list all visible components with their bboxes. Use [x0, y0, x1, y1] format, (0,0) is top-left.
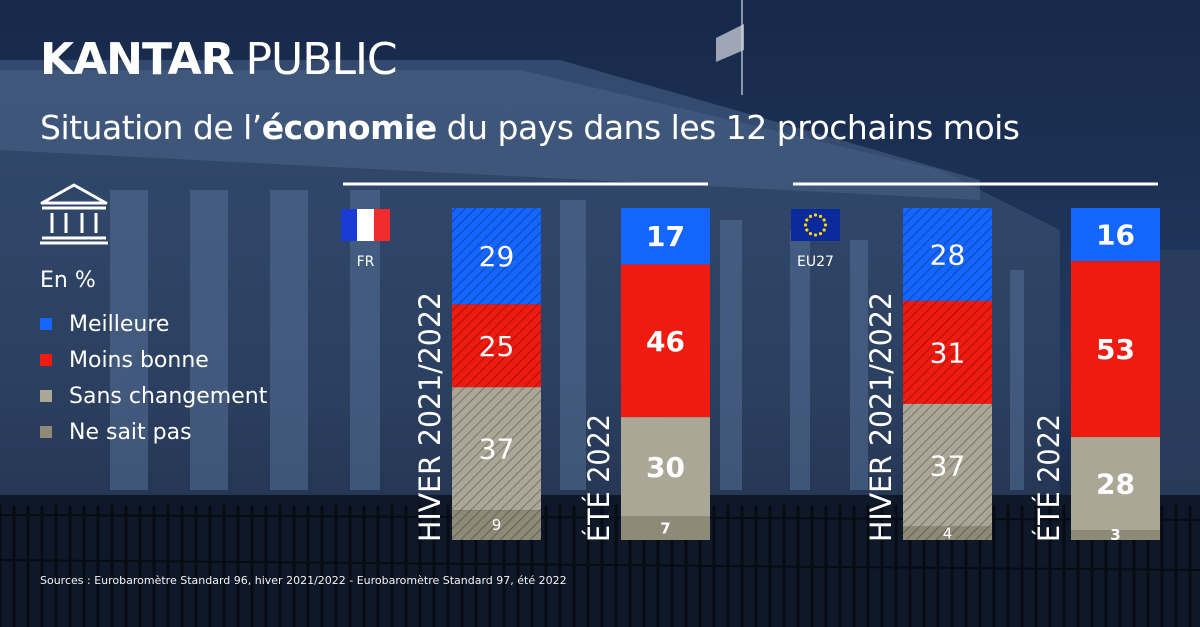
legend-swatch-meilleure	[40, 318, 52, 330]
data-label-meilleure: 16	[1096, 219, 1135, 252]
title-bold: économie	[261, 108, 437, 147]
bar-segment-moins-bonne	[1071, 261, 1160, 438]
flag-eu-star	[803, 223, 808, 227]
period-label: HIVER 2021/2022	[864, 292, 898, 542]
legend-item-moins-bonne: Moins bonne	[40, 342, 267, 378]
legend-item-meilleure: Meilleure	[40, 306, 267, 342]
data-label-moins-bonne: 31	[930, 336, 966, 369]
legend-item-ne-sait-pas: Ne sait pas	[40, 414, 267, 450]
brand-logo: KANTAR PUBLIC	[40, 34, 398, 85]
period-label: HIVER 2021/2022	[413, 292, 447, 542]
bar-segment-ne-sait-pas	[621, 516, 710, 540]
flag-eu-star	[818, 232, 823, 236]
page-title: Situation de l’économie du pays dans les…	[40, 108, 1020, 147]
legend-item-sans-changement: Sans changement	[40, 378, 267, 414]
bar-segment-hatch	[452, 387, 541, 511]
bar-segment-moins-bonne	[621, 264, 710, 418]
data-label-meilleure: 28	[930, 238, 966, 271]
data-label-moins-bonne: 53	[1096, 333, 1135, 366]
legend-label-meilleure: Meilleure	[69, 311, 170, 337]
flag-eu-star	[823, 223, 828, 227]
bar-segment-hatch	[452, 304, 541, 388]
legend-label-ne-sait-pas: Ne sait pas	[69, 419, 192, 445]
data-label-sans-changement: 37	[930, 449, 966, 482]
title-before: Situation de l’	[40, 108, 262, 147]
flag-eu-star	[808, 232, 813, 236]
period-label: ÉTÉ 2022	[582, 414, 616, 542]
data-label-sans-changement: 37	[479, 433, 515, 466]
sources-note: Sources : Eurobaromètre Standard 96, hiv…	[40, 574, 567, 587]
data-label-ne-sait-pas: 7	[660, 519, 670, 537]
bar-segment-hatch	[903, 526, 992, 540]
bar-segment-hatch	[452, 510, 541, 540]
bar-segment-sans-changement	[1071, 437, 1160, 531]
flag-eu-star	[805, 218, 809, 222]
data-label-ne-sait-pas: 4	[943, 524, 953, 542]
flag-france-red	[374, 209, 390, 241]
legend: Meilleure Moins bonne Sans changement Ne…	[40, 306, 267, 450]
flag-france-white	[357, 209, 374, 241]
bar-segment-hatch	[452, 208, 541, 305]
bar-segment-hatch	[903, 403, 992, 527]
flag-eu-star	[808, 214, 813, 218]
bar-segment-hatch	[903, 208, 992, 301]
region-label-eu27: EU27	[797, 254, 834, 270]
data-label-sans-changement: 28	[1096, 468, 1135, 501]
brand-logo-part2: PUBLIC	[245, 34, 398, 85]
region-label-fr: FR	[357, 254, 375, 270]
legend-swatch-ne-sait-pas	[40, 426, 52, 438]
data-label-meilleure: 17	[646, 220, 685, 253]
bar-segment-meilleure	[621, 208, 710, 265]
title-after: du pays dans les 12 prochains mois	[436, 108, 1020, 147]
flag-france-blue	[341, 209, 357, 241]
legend-label-sans-changement: Sans changement	[69, 383, 268, 409]
legend-swatch-sans-changement	[40, 390, 52, 402]
brand-logo-part1: KANTAR	[40, 34, 235, 85]
flag-eu-star	[813, 233, 818, 237]
bar-segment-ne-sait-pas	[1071, 530, 1160, 540]
data-label-ne-sait-pas: 9	[492, 516, 502, 534]
period-label: ÉTÉ 2022	[1032, 414, 1066, 542]
data-label-sans-changement: 30	[646, 451, 685, 484]
flag-eu-star	[818, 214, 823, 218]
data-label-moins-bonne: 25	[479, 330, 515, 363]
legend-swatch-moins-bonne	[40, 354, 52, 366]
flag-eu-star	[822, 218, 826, 222]
data-label-meilleure: 29	[479, 240, 515, 273]
flag-eu-star	[805, 228, 809, 232]
data-label-moins-bonne: 46	[646, 325, 685, 358]
institution-icon	[40, 183, 108, 245]
unit-label: En %	[40, 268, 96, 293]
legend-label-moins-bonne: Moins bonne	[69, 347, 209, 373]
bar-segment-sans-changement	[621, 417, 710, 517]
flag-eu-star	[813, 213, 818, 217]
bar-segment-hatch	[903, 300, 992, 404]
data-label-ne-sait-pas: 3	[1110, 526, 1120, 544]
flag-eu-star	[822, 228, 826, 232]
bar-segment-meilleure	[1071, 208, 1160, 262]
